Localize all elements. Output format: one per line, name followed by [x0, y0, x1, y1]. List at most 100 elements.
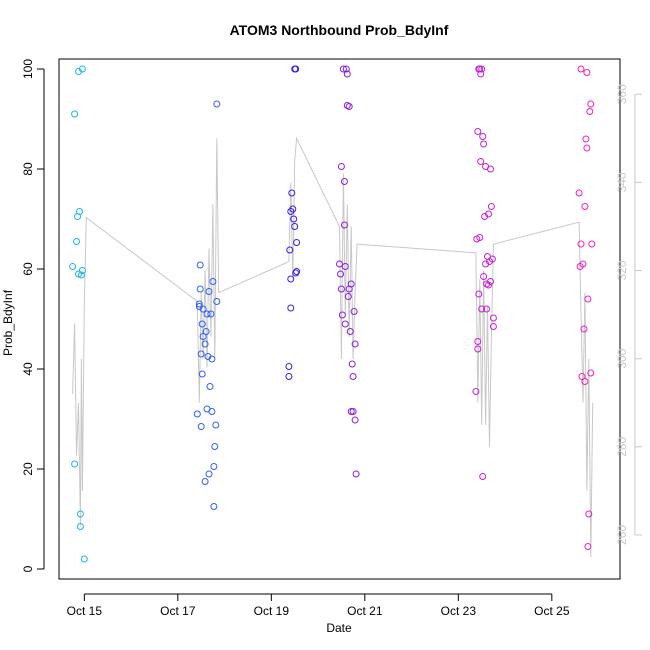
data-point: [480, 273, 488, 280]
chart-title: ATOM3 Northbound Prob_BdyInf: [230, 22, 449, 38]
y2-tick-label: 360: [615, 84, 629, 104]
data-point: [489, 314, 497, 322]
x-tick-label: Oct 25: [534, 604, 570, 618]
data-point: [350, 308, 358, 315]
data-point: [197, 350, 205, 358]
y2-tick-label: 260: [615, 525, 629, 545]
data-point: [337, 285, 345, 293]
data-point: [73, 238, 80, 245]
data-point: [213, 100, 221, 108]
data-point: [201, 340, 209, 348]
data-point: [197, 423, 205, 430]
data-point: [338, 311, 346, 319]
data-point: [581, 203, 589, 210]
data-point: [345, 103, 353, 110]
data-point: [347, 280, 355, 288]
data-point: [210, 503, 218, 510]
y2-tick-label: 320: [615, 260, 629, 280]
data-point: [213, 298, 221, 305]
data-point: [475, 290, 483, 298]
data-point: [580, 325, 588, 333]
data-point: [78, 65, 86, 73]
data-point: [207, 310, 215, 318]
y-tick-label: 100: [21, 59, 35, 79]
data-point: [476, 234, 484, 241]
data-point: [196, 261, 204, 269]
x-axis-label: Date: [326, 621, 352, 635]
data-point: [202, 328, 210, 335]
data-point: [212, 421, 220, 429]
data-point: [479, 473, 487, 480]
data-point: [195, 300, 203, 308]
data-point: [341, 320, 349, 328]
data-point: [583, 69, 591, 76]
x-tick-label: Oct 19: [254, 604, 290, 618]
data-point: [474, 345, 482, 353]
data-point: [209, 278, 217, 285]
data-point: [575, 189, 583, 197]
scatter-points: [69, 65, 596, 563]
data-point: [290, 215, 298, 223]
y-tick-label: 80: [21, 162, 35, 176]
data-point: [478, 65, 486, 73]
data-point: [208, 355, 216, 363]
data-point: [201, 478, 209, 485]
data-point: [584, 543, 592, 550]
data-point: [287, 304, 295, 312]
data-point: [287, 275, 295, 283]
data-point: [485, 281, 492, 289]
data-point: [205, 470, 213, 478]
data-point: [206, 383, 214, 390]
data-point: [472, 388, 480, 395]
data-point: [351, 340, 359, 348]
data-point: [337, 270, 344, 278]
data-point: [76, 523, 84, 530]
x-tick-label: Oct 21: [347, 604, 383, 618]
data-point: [344, 293, 352, 300]
y2-tick-label: 280: [615, 436, 629, 456]
data-point: [196, 285, 204, 293]
data-point: [577, 65, 585, 73]
x-tick-label: Oct 15: [67, 604, 103, 618]
x-axis: Oct 15 Oct 17 Oct 19 Oct 21 Oct 23 Oct 25: [67, 593, 570, 618]
data-point: [487, 278, 494, 285]
data-point: [198, 320, 206, 328]
y-axis-label: Prob_BdyInf: [1, 289, 15, 356]
y-tick-label: 20: [21, 462, 35, 476]
data-point: [292, 269, 300, 277]
data-point: [203, 310, 211, 318]
data-point: [286, 246, 294, 254]
data-point: [584, 295, 592, 303]
data-point: [346, 328, 354, 335]
data-point: [337, 163, 345, 170]
data-point: [483, 305, 491, 313]
data-point: [487, 165, 494, 173]
data-point: [208, 408, 216, 415]
data-point: [336, 260, 343, 268]
data-point: [340, 178, 348, 185]
y-tick-label: 40: [21, 362, 35, 376]
data-point: [352, 470, 360, 478]
x-tick-label: Oct 17: [160, 604, 196, 618]
data-point: [340, 221, 348, 229]
data-point: [485, 210, 492, 218]
data-point: [341, 263, 349, 270]
data-point: [474, 128, 482, 135]
data-point: [347, 408, 355, 415]
data-point: [292, 65, 300, 73]
y2-tick-label: 340: [615, 172, 629, 192]
data-point: [76, 510, 84, 518]
y2-tick-label: 300: [615, 348, 629, 368]
data-point: [581, 378, 589, 385]
data-point: [78, 267, 86, 274]
overlay-line: [72, 136, 594, 558]
data-point: [578, 373, 586, 380]
data-point: [77, 271, 85, 279]
data-point: [585, 510, 593, 518]
data-point: [348, 360, 356, 368]
data-point: [582, 135, 590, 143]
data-point: [75, 270, 82, 278]
data-point: [285, 363, 293, 370]
data-point: [193, 410, 201, 418]
data-point: [587, 369, 595, 377]
